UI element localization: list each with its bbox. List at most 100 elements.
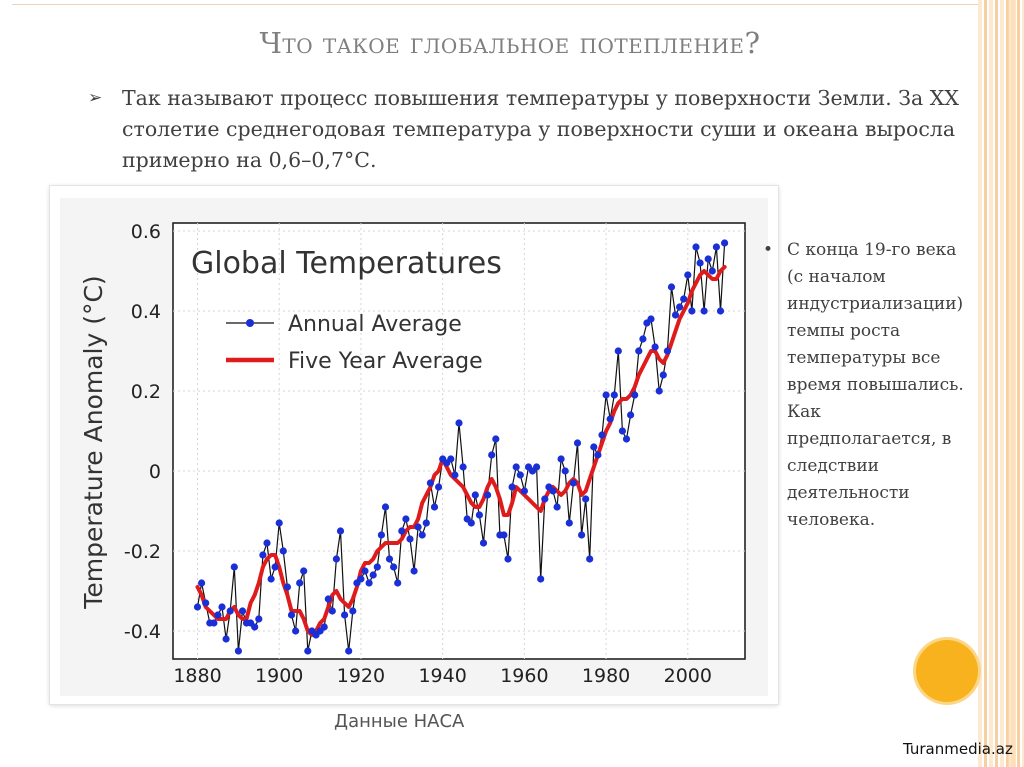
annual-data-point xyxy=(721,239,729,247)
annual-data-point xyxy=(198,579,206,587)
x-tick-label: 1980 xyxy=(582,665,630,687)
y-axis-label: Temperature Anomaly (°C) xyxy=(79,275,108,609)
annual-data-point xyxy=(238,607,247,615)
annual-data-point xyxy=(398,527,406,535)
annual-data-point xyxy=(569,479,578,487)
legend-five-year-label: Five Year Average xyxy=(288,349,483,374)
annual-data-point xyxy=(467,519,475,527)
annual-data-point xyxy=(688,307,696,315)
annual-data-point xyxy=(508,483,516,491)
x-tick-label: 1920 xyxy=(337,665,385,687)
legend: Annual Average Five Year Average xyxy=(226,312,483,374)
annual-data-point xyxy=(357,575,365,583)
main-bullet: ➢ Так называют процесс повышения темпера… xyxy=(88,83,968,176)
x-tick-label: 1940 xyxy=(418,665,466,687)
y-tick-label: 0.6 xyxy=(131,221,161,243)
annual-data-point xyxy=(659,371,667,379)
annual-data-point xyxy=(578,531,586,539)
annual-data-point xyxy=(292,627,300,635)
annual-data-point xyxy=(283,583,291,591)
chart-frame: 1880 1900 1920 1940 1960 1980 2000 -0.4 -0.2 0 0.… xyxy=(50,186,778,704)
y-tick-labels: -0.4 -0.2 0 0.2 0.4 0.6 xyxy=(124,221,161,643)
y-tick-label: 0.4 xyxy=(131,301,161,323)
annual-data-point xyxy=(549,487,557,495)
annual-data-point xyxy=(226,607,234,615)
annual-data-point xyxy=(426,479,434,487)
annual-data-point xyxy=(512,463,520,471)
annual-data-point xyxy=(537,575,545,583)
annual-data-point xyxy=(488,451,496,459)
annual-data-point xyxy=(663,347,672,355)
annual-data-point xyxy=(492,435,500,443)
annual-data-point xyxy=(251,623,259,631)
annual-data-point xyxy=(667,283,676,291)
annual-data-point xyxy=(259,551,267,559)
annual-data-point xyxy=(365,579,373,587)
x-tick-label: 1880 xyxy=(173,665,221,687)
annual-data-point xyxy=(255,615,263,623)
annual-data-point xyxy=(402,515,410,523)
annual-data-point xyxy=(222,635,230,643)
annual-data-point xyxy=(610,391,618,399)
annual-data-point xyxy=(586,555,594,563)
arrow-bullet-icon: ➢ xyxy=(88,88,103,108)
annual-data-point xyxy=(565,519,573,527)
grid xyxy=(173,223,745,659)
annual-data-point xyxy=(385,555,394,563)
annual-data-point xyxy=(631,391,639,399)
annual-data-point xyxy=(704,255,712,263)
annual-data-point xyxy=(598,431,606,439)
annual-data-point xyxy=(324,595,332,603)
annual-data-point xyxy=(410,567,418,575)
annual-data-point xyxy=(336,527,345,535)
annual-data-point xyxy=(533,463,541,471)
annual-data-point xyxy=(635,347,643,355)
annual-data-point xyxy=(373,563,381,571)
annual-data-point xyxy=(214,611,222,619)
annual-data-point xyxy=(418,531,426,539)
annual-data-point xyxy=(377,531,385,539)
annual-data-point xyxy=(553,503,561,511)
x-tick-label: 2000 xyxy=(664,665,712,687)
annual-data-point xyxy=(422,519,430,527)
annual-data-point xyxy=(602,391,610,399)
annual-data-point xyxy=(202,599,210,607)
annual-data-point xyxy=(381,503,390,511)
annual-data-point xyxy=(287,611,296,619)
annual-data-point xyxy=(435,483,443,491)
annual-data-point xyxy=(451,471,459,479)
annual-data-point xyxy=(639,335,647,343)
annual-data-point xyxy=(300,567,308,575)
annual-data-point xyxy=(618,427,627,435)
annual-data-point xyxy=(210,619,218,627)
decorative-stripes xyxy=(978,0,1024,767)
annual-data-point xyxy=(345,647,353,655)
annual-data-point xyxy=(304,647,312,655)
annual-data-point xyxy=(193,603,202,611)
annual-data-point xyxy=(475,511,483,519)
annual-data-point xyxy=(516,471,524,479)
main-bullet-text: Так называют процесс повышения температу… xyxy=(122,86,959,172)
annual-data-point xyxy=(590,443,598,451)
annual-data-point xyxy=(414,523,422,531)
x-tick-label: 1960 xyxy=(500,665,548,687)
annual-data-point xyxy=(622,435,631,443)
annual-data-point xyxy=(271,563,279,571)
annual-data-point xyxy=(712,243,721,251)
annual-data-point xyxy=(573,439,582,447)
watermark: Turanmedia.az xyxy=(903,740,1013,758)
annual-data-point xyxy=(479,539,488,547)
annual-data-point xyxy=(279,547,287,555)
annual-data-point xyxy=(614,347,622,355)
y-tick-label: -0.2 xyxy=(124,541,161,563)
series-layer xyxy=(193,239,729,655)
annual-data-point xyxy=(459,463,467,471)
orange-circle-decoration xyxy=(916,640,978,702)
annual-data-point xyxy=(561,467,569,475)
annual-data-point xyxy=(647,315,655,323)
annual-data-point xyxy=(430,503,439,511)
y-tick-label: -0.4 xyxy=(124,621,161,643)
annual-data-point xyxy=(582,495,590,503)
annual-data-point xyxy=(332,555,340,563)
annual-average-line xyxy=(196,242,726,652)
